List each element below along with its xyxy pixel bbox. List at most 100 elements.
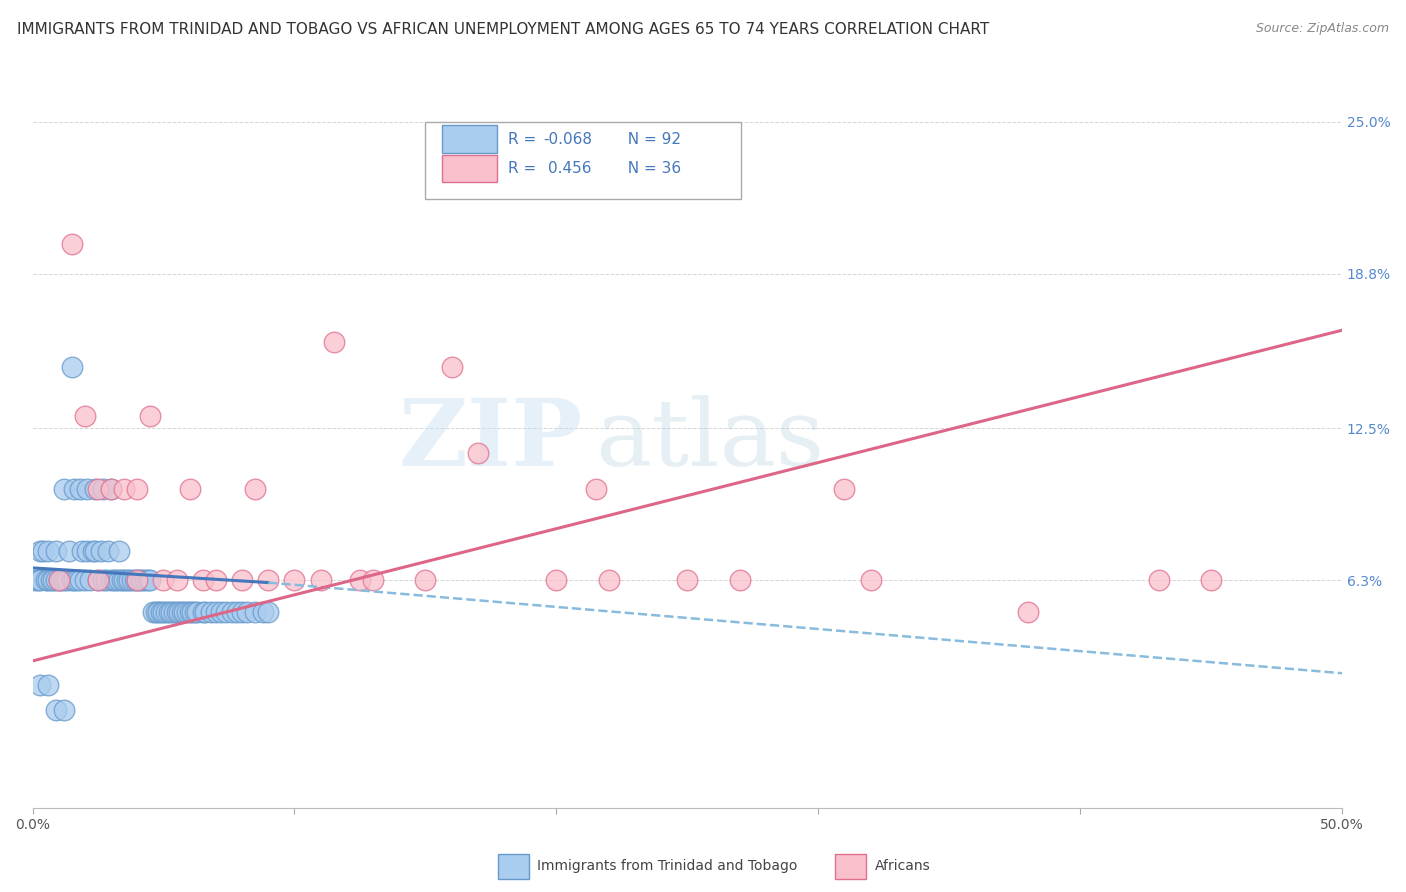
FancyBboxPatch shape: [443, 125, 498, 153]
Point: [48, 573, 70, 587]
Point: [94, 573, 117, 587]
Point: [30, 543, 52, 558]
Point: [121, 573, 143, 587]
Point: [131, 573, 153, 587]
Point: [176, 605, 198, 619]
Point: [90, 543, 112, 558]
Point: [45, 573, 67, 587]
Point: [76, 543, 98, 558]
Point: [142, 605, 165, 619]
Point: [37, 678, 59, 692]
Point: [231, 573, 253, 587]
Point: [209, 605, 232, 619]
Text: IMMIGRANTS FROM TRINIDAD AND TOBAGO VS AFRICAN UNEMPLOYMENT AMONG AGES 65 TO 74 : IMMIGRANTS FROM TRINIDAD AND TOBAGO VS A…: [17, 22, 990, 37]
Point: [110, 573, 132, 587]
Point: [585, 483, 607, 497]
Point: [91, 573, 114, 587]
Point: [145, 605, 167, 619]
Point: [112, 483, 135, 497]
Point: [63, 483, 86, 497]
FancyBboxPatch shape: [443, 154, 498, 183]
Point: [52, 483, 75, 497]
Point: [69, 573, 91, 587]
Point: [42, 573, 65, 587]
Point: [27, 573, 49, 587]
Point: [309, 573, 332, 587]
Point: [173, 605, 195, 619]
Point: [37, 543, 59, 558]
Point: [1199, 573, 1222, 587]
Point: [127, 573, 149, 587]
Point: [440, 359, 463, 374]
Point: [166, 605, 188, 619]
Point: [231, 605, 253, 619]
Point: [221, 605, 243, 619]
Point: [108, 573, 131, 587]
Point: [136, 573, 159, 587]
Point: [63, 573, 86, 587]
Point: [139, 409, 162, 423]
Point: [118, 573, 141, 587]
Point: [103, 573, 125, 587]
Point: [257, 605, 280, 619]
Point: [243, 483, 266, 497]
Point: [37, 573, 59, 587]
Point: [598, 573, 620, 587]
Point: [834, 483, 856, 497]
Point: [205, 573, 228, 587]
Text: Source: ZipAtlas.com: Source: ZipAtlas.com: [1256, 22, 1389, 36]
Point: [181, 605, 204, 619]
Point: [194, 605, 217, 619]
Text: N = 36: N = 36: [617, 161, 681, 176]
Point: [1017, 605, 1039, 619]
Point: [191, 573, 214, 587]
Point: [84, 483, 107, 497]
Point: [134, 573, 156, 587]
Point: [225, 605, 247, 619]
Text: N = 92: N = 92: [617, 132, 681, 146]
Point: [349, 573, 371, 587]
Point: [128, 573, 150, 587]
Point: [100, 573, 122, 587]
Point: [728, 573, 751, 587]
Point: [58, 543, 80, 558]
Point: [163, 605, 186, 619]
Point: [115, 573, 138, 587]
Point: [127, 573, 149, 587]
Point: [76, 483, 98, 497]
Point: [152, 605, 174, 619]
Point: [39, 573, 62, 587]
Point: [205, 605, 228, 619]
Point: [127, 483, 149, 497]
Point: [34, 573, 56, 587]
Point: [467, 446, 489, 460]
Point: [55, 573, 77, 587]
Point: [186, 605, 208, 619]
Point: [283, 573, 305, 587]
Text: -0.068: -0.068: [543, 132, 592, 146]
Point: [51, 573, 73, 587]
Point: [157, 605, 180, 619]
Point: [45, 703, 67, 717]
Point: [79, 573, 101, 587]
Point: [243, 605, 266, 619]
Point: [124, 573, 146, 587]
Point: [179, 483, 201, 497]
Point: [87, 573, 110, 587]
Point: [155, 605, 177, 619]
Point: [200, 605, 222, 619]
Point: [48, 573, 70, 587]
Point: [184, 605, 207, 619]
Point: [859, 573, 882, 587]
Point: [32, 543, 55, 558]
Point: [60, 573, 83, 587]
Point: [191, 605, 214, 619]
Point: [60, 359, 83, 374]
Point: [84, 543, 107, 558]
Point: [108, 543, 131, 558]
Text: Immigrants from Trinidad and Tobago: Immigrants from Trinidad and Tobago: [537, 859, 797, 873]
FancyBboxPatch shape: [426, 122, 741, 199]
Point: [87, 483, 110, 497]
Point: [415, 573, 437, 587]
Point: [170, 605, 193, 619]
